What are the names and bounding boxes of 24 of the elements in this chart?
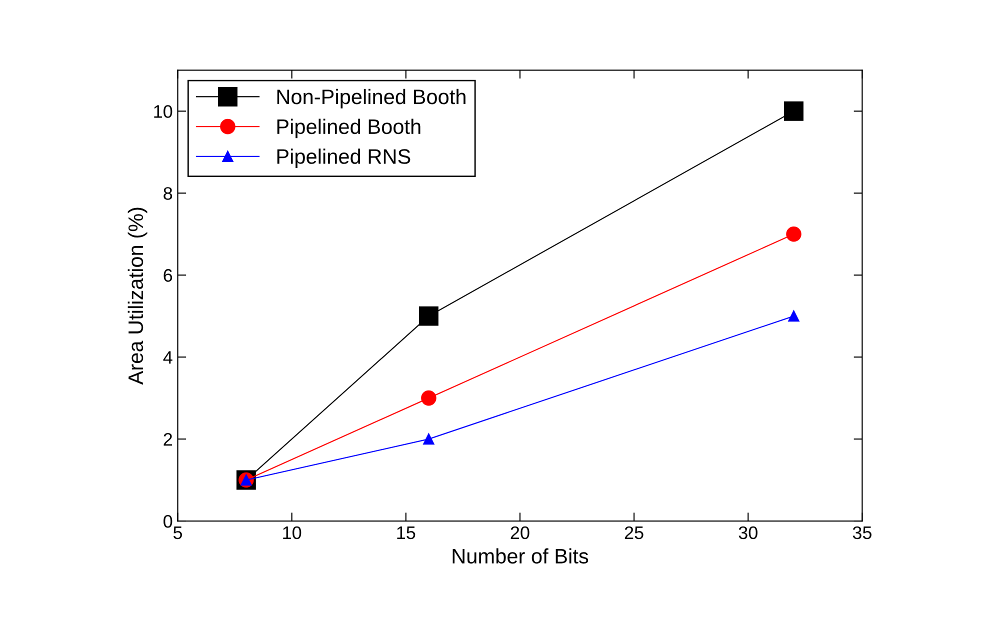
point [418,306,438,326]
x-tick-label: 5 [173,526,182,540]
x-tick-label: 30 [738,526,758,540]
y-tick-label: 6 [164,269,172,282]
point [784,101,804,121]
x-tick-label: 25 [624,526,644,540]
y-axis-title: Area Utilization (%) [128,208,148,385]
legend-label: Pipelined RNS [277,148,410,168]
point [786,226,802,242]
legend-label: Non-Pipelined Booth [277,88,466,108]
x-tick-label: 20 [510,526,530,540]
y-tick-label: 4 [163,351,172,364]
point [788,310,800,322]
x-tick-label: 10 [283,526,302,540]
y-tick-label: 2 [164,432,172,446]
x-tick-label: 35 [852,526,872,540]
legend-label: Pipelined Booth [277,118,420,138]
point [423,433,434,445]
point [421,390,436,406]
y-tick-label: 10 [154,105,172,118]
y-tick-label: 8 [164,187,172,200]
x-tick-label: 15 [397,526,416,540]
x-axis-title: Number of Bits [452,548,588,564]
y-tick-label: 0 [164,514,172,528]
